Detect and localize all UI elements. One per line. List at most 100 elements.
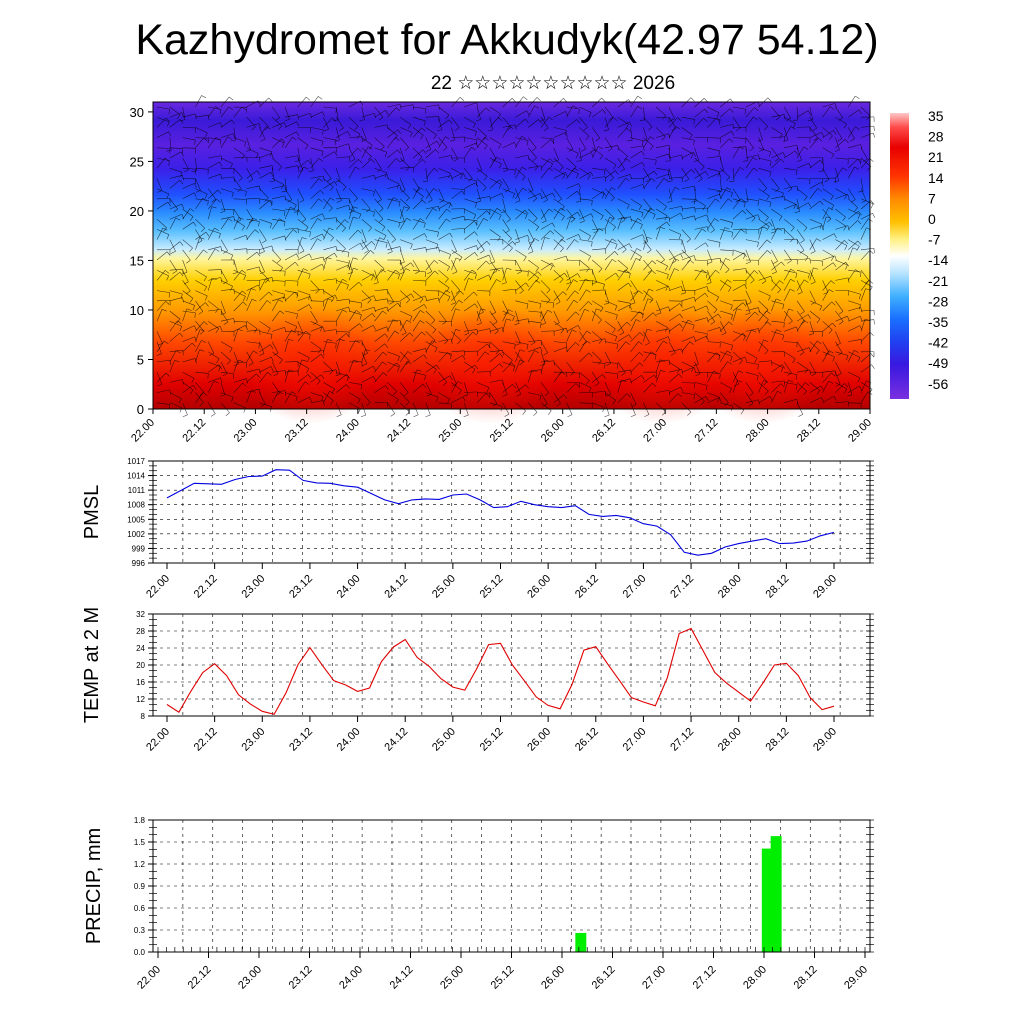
wind-barb-feather: [701, 400, 705, 406]
wind-barb-feather: [320, 189, 324, 195]
wind-barb-feather: [157, 383, 162, 387]
wind-barb-feather: [726, 176, 730, 181]
wind-barb-feather: [680, 251, 686, 254]
wind-barb-feather: [527, 235, 530, 240]
wind-barb: [745, 300, 751, 314]
wind-barb: [540, 262, 552, 271]
wind-barb: [540, 106, 546, 120]
wind-barb-feather: [615, 272, 619, 278]
wind-barb: [668, 106, 675, 119]
wind-barb-feather: [777, 390, 782, 394]
wind-barb-feather: [777, 289, 781, 294]
x-tick-label: 28.00: [716, 726, 744, 754]
wind-barb-feather: [525, 282, 530, 287]
wind-barb-feather: [717, 397, 720, 403]
wind-barb: [579, 352, 589, 363]
wind-barb-feather: [515, 200, 521, 203]
wind-barb-feather: [819, 224, 823, 229]
wind-barb-feather: [790, 268, 796, 272]
wind-barb: [694, 147, 699, 161]
wind-barb-feather: [258, 123, 261, 129]
wind-barb: [707, 219, 715, 231]
x-tick-label: 28.00: [741, 964, 769, 992]
wind-barb-feather: [288, 339, 294, 341]
wind-barb: [284, 131, 297, 138]
wind-barb-feather: [578, 108, 580, 114]
wind-barb: [502, 126, 510, 138]
wind-barb-feather: [455, 257, 461, 261]
wind-barb-feather: [256, 170, 261, 175]
wind-barb: [784, 229, 794, 239]
wind-barb: [323, 198, 333, 209]
wind-barb-feather: [378, 218, 384, 223]
wind-barb: [451, 136, 465, 138]
wind-barb-feather: [333, 119, 339, 121]
wind-barb-feather: [397, 302, 401, 308]
wind-barb: [387, 198, 401, 202]
wind-barb-feather: [665, 285, 669, 291]
wind-barb-feather: [320, 374, 325, 379]
wind-barb-feather: [691, 367, 694, 373]
wind-barb-feather: [788, 308, 794, 311]
wind-barb: [592, 109, 603, 118]
wind-barb: [233, 320, 247, 323]
wind-barb: [630, 162, 643, 169]
wind-barb-feather: [480, 308, 486, 311]
wind-barb-feather: [284, 118, 290, 122]
wind-barb-feather: [661, 136, 666, 141]
wind-barb: [284, 330, 292, 342]
wind-barb-feather: [857, 214, 861, 220]
wind-barb: [489, 178, 502, 185]
wind-barb-feather: [577, 325, 581, 330]
wind-barb: [502, 267, 507, 281]
wind-barb: [809, 382, 821, 391]
wind-barb-feather: [237, 188, 242, 193]
wind-barb-feather: [373, 113, 376, 119]
wind-barb-feather: [476, 102, 479, 108]
wind-barb: [681, 361, 694, 368]
wind-barb: [272, 137, 285, 144]
wind-barb: [515, 280, 524, 291]
wind-barb: [566, 371, 580, 374]
wind-barb-feather: [382, 372, 388, 376]
wind-barb-feather: [498, 184, 502, 189]
wind-barb: [208, 377, 221, 383]
wind-barb-feather: [458, 300, 463, 304]
wind-barb: [553, 229, 564, 239]
wind-barb-feather: [870, 353, 875, 358]
wind-barb: [668, 126, 676, 138]
wind-barb: [246, 266, 260, 271]
wind-barb: [387, 320, 401, 322]
wind-barb-feather: [181, 204, 184, 209]
wind-barb-feather: [812, 127, 817, 132]
wind-barb-feather: [576, 119, 581, 124]
wind-barb: [182, 183, 195, 189]
wind-barb: [527, 238, 535, 250]
wind-barb: [758, 147, 772, 153]
wind-barb: [246, 123, 260, 128]
wind-barb: [284, 229, 294, 240]
wind-barb-feather: [270, 344, 274, 349]
wind-barb: [284, 155, 298, 159]
wind-barb: [323, 197, 331, 210]
wind-barb-feather: [373, 295, 376, 301]
wind-barb: [374, 385, 386, 393]
wind-barb-feather: [602, 374, 606, 379]
wind-barb-feather: [229, 348, 233, 353]
wind-barb-feather: [527, 155, 530, 161]
wind-barb: [387, 351, 400, 357]
wind-barb-feather: [693, 367, 696, 373]
wind-barb: [719, 279, 728, 291]
wind-barb-feather: [521, 176, 526, 181]
wind-barb: [323, 137, 337, 141]
wind-barb: [860, 288, 866, 301]
wind-barb: [694, 292, 706, 302]
wind-barb: [156, 309, 163, 322]
wind-barb-feather: [537, 271, 542, 276]
wind-barb: [771, 127, 783, 135]
wind-barb: [310, 175, 324, 179]
wind-barb-feather: [242, 290, 247, 295]
wind-barb: [220, 382, 226, 395]
wind-barb-feather: [834, 103, 837, 109]
